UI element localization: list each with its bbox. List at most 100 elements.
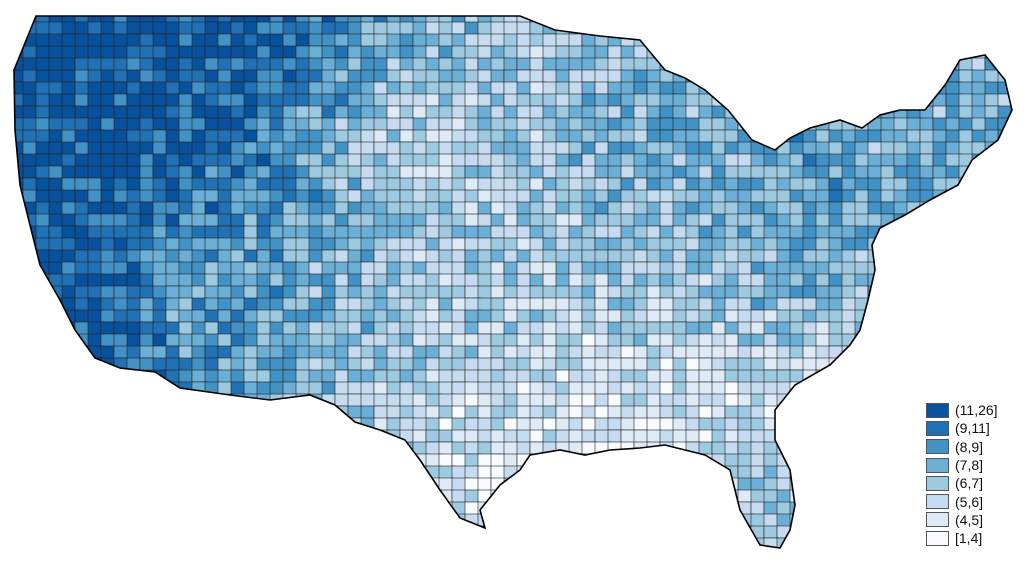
- county-cell: [997, 369, 1012, 385]
- county-cell: [113, 477, 129, 493]
- county-cell: [74, 45, 90, 60]
- county-cell: [633, 177, 648, 192]
- county-cell: [633, 33, 650, 48]
- county-cell: [347, 201, 363, 216]
- county-cell: [659, 453, 674, 467]
- legend-item-1: (9,11]: [926, 419, 1021, 437]
- county-cell: [802, 105, 819, 121]
- county-cell: [647, 550, 663, 561]
- county-cell: [854, 489, 871, 505]
- county-cell: [438, 405, 454, 420]
- county-cell: [464, 525, 480, 541]
- county-cell: [334, 441, 350, 457]
- county-cell: [984, 237, 1002, 253]
- county-cell: [880, 345, 896, 359]
- county-cell: [712, 550, 727, 561]
- county-cell: [477, 513, 495, 527]
- county-cell: [282, 453, 297, 469]
- county-cell: [152, 273, 168, 288]
- county-cell: [984, 273, 1001, 290]
- county-cell: [74, 537, 90, 548]
- county-cell: [1010, 369, 1012, 384]
- county-cell: [217, 405, 235, 421]
- county-cell: [750, 93, 766, 109]
- county-cell: [321, 345, 336, 360]
- county-cell: [724, 33, 741, 49]
- county-cell: [880, 441, 897, 457]
- county-cell: [841, 57, 858, 72]
- county-cell: [322, 550, 335, 561]
- county-cell: [659, 465, 676, 481]
- county-cell: [867, 189, 883, 204]
- county-cell: [802, 381, 820, 398]
- county-cell: [854, 345, 870, 359]
- county-cell: [958, 285, 976, 301]
- county-cell: [165, 441, 181, 456]
- county-cell: [35, 429, 50, 444]
- legend-swatch: [926, 439, 949, 455]
- county-cell: [568, 16, 584, 25]
- county-cell: [802, 513, 818, 529]
- county-cell: [841, 369, 858, 386]
- county-cell: [776, 333, 792, 348]
- county-cell: [919, 16, 937, 24]
- county-cell: [48, 57, 64, 72]
- county-cell: [1010, 69, 1012, 85]
- county-cell: [724, 45, 741, 61]
- county-cell: [399, 333, 414, 348]
- county-cell: [880, 237, 896, 252]
- county-cell: [191, 525, 206, 540]
- county-cell: [22, 393, 37, 407]
- county-cell: [958, 237, 976, 251]
- county-cell: [282, 417, 300, 431]
- county-cell: [100, 297, 116, 312]
- county-cell: [802, 441, 818, 457]
- county-cell: [230, 453, 246, 468]
- county-cell: [633, 489, 649, 505]
- county-cell: [711, 45, 726, 61]
- county-cell: [360, 45, 375, 59]
- county-cell: [100, 333, 116, 348]
- county-cell: [581, 21, 596, 36]
- county-cell: [906, 525, 922, 540]
- county-cell: [217, 513, 234, 529]
- county-cell: [529, 465, 546, 480]
- county-cell: [828, 57, 844, 74]
- county-cell: [438, 249, 454, 264]
- county-cell: [14, 357, 25, 372]
- county-cell: [295, 81, 310, 95]
- county-cell: [321, 393, 336, 410]
- county-cell: [452, 550, 467, 561]
- county-cell: [100, 441, 117, 455]
- county-cell: [763, 45, 778, 61]
- county-cell: [620, 489, 638, 504]
- county-cell: [451, 369, 466, 383]
- county-cell: [10, 550, 25, 561]
- county-cell: [919, 381, 936, 397]
- county-cell: [178, 21, 193, 36]
- county-cell: [451, 405, 467, 420]
- county-cell: [139, 225, 155, 239]
- county-cell: [321, 153, 337, 168]
- county-cell: [113, 525, 129, 539]
- county-cell: [945, 261, 960, 276]
- county-cell: [1010, 16, 1012, 25]
- county-cell: [932, 213, 949, 230]
- county-cell: [880, 537, 897, 548]
- county-cell: [113, 465, 129, 481]
- county-cell: [529, 501, 546, 517]
- county-cell: [815, 21, 832, 38]
- county-cell: [152, 513, 168, 530]
- county-cell: [841, 16, 858, 23]
- county-cell: [22, 501, 40, 516]
- county-cell: [48, 345, 63, 360]
- county-cell: [737, 81, 753, 95]
- county-cell: [88, 550, 103, 561]
- county-cell: [490, 525, 505, 540]
- county-cell: [698, 525, 716, 541]
- county-cell: [906, 249, 924, 263]
- county-cell: [542, 417, 557, 432]
- county-cell: [737, 69, 753, 83]
- county-cell: [893, 453, 908, 468]
- legend-item-0: (11,26]: [926, 401, 1021, 419]
